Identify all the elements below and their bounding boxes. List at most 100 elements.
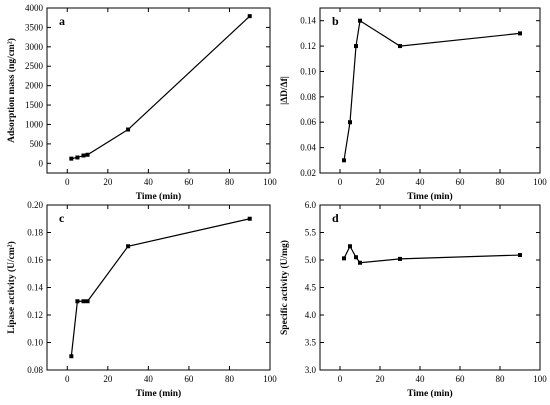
x-tick-label: 60: [184, 177, 194, 187]
y-axis-title: Specific activity (U/mg): [279, 240, 290, 335]
y-tick-label: 0.18: [27, 228, 43, 238]
data-point: [126, 244, 131, 249]
x-tick-label: 100: [263, 374, 277, 384]
x-axis-title: Time (min): [407, 388, 452, 399]
data-point: [518, 31, 522, 36]
data-point: [348, 120, 352, 125]
x-tick-label: 80: [225, 177, 235, 187]
data-point: [358, 18, 362, 23]
y-axis-title: Adsorption mass (ng/cm²): [6, 38, 17, 143]
plot-frame: [46, 204, 271, 371]
data-point: [69, 156, 74, 161]
data-point: [398, 44, 402, 49]
y-tick-label: 0.20: [27, 200, 43, 210]
y-axis-title: |ΔD/Δf|: [280, 76, 290, 105]
y-tick-label: 2000: [25, 81, 44, 91]
data-point: [85, 299, 90, 304]
data-point: [342, 256, 346, 261]
y-tick-label: 3000: [25, 42, 44, 52]
y-tick-label: 3500: [25, 22, 44, 32]
x-tick-label: 20: [376, 177, 386, 187]
y-tick-label: 3.5: [305, 338, 317, 348]
y-tick-label: 4.5: [305, 283, 317, 293]
data-point: [518, 253, 522, 258]
x-tick-label: 100: [263, 177, 277, 187]
chart-panel-b: 0 20 40 60 80 100 0.02 0.04 0.06 0.08 0.10 0.12 0.14…: [280, 7, 547, 202]
panel-letter: a: [59, 14, 65, 28]
y-tick-label: 0.02: [300, 168, 316, 178]
data-point: [81, 153, 86, 158]
y-tick-label: 0.12: [27, 310, 43, 320]
data-point: [354, 44, 358, 49]
data-point: [398, 256, 402, 261]
data-point: [85, 152, 90, 157]
x-tick-label: 100: [533, 177, 547, 187]
chart-panel-c: 0 20 40 60 80 100 0.08 0.10 0.12 0.14 0.16 0.18 0.20…: [6, 200, 277, 399]
data-point: [75, 299, 80, 304]
x-tick-label: 0: [338, 374, 343, 384]
data-point: [348, 244, 352, 249]
chart-panel-d: 0 20 40 60 80 100 3.0 3.5 4.0 4.5 5.0 5.5 6.0 Time (m…: [279, 200, 547, 399]
y-tick-label: 0.10: [300, 66, 316, 76]
x-tick-label: 80: [225, 374, 235, 384]
y-tick-label: 6.0: [305, 200, 317, 210]
x-tick-label: 100: [533, 374, 547, 384]
data-point: [358, 260, 362, 265]
y-tick-label: 0.12: [300, 41, 316, 51]
data-point: [354, 255, 358, 260]
y-tick-label: 1000: [25, 119, 44, 129]
data-point: [247, 14, 252, 19]
x-tick-label: 40: [144, 177, 154, 187]
y-tick-label: 500: [30, 139, 44, 149]
x-tick-label: 0: [338, 177, 343, 187]
x-tick-label: 20: [376, 374, 386, 384]
y-tick-label: 5.5: [305, 228, 317, 238]
plot-frame: [46, 7, 271, 174]
series-line: [71, 15, 251, 160]
panel-letter: d: [332, 211, 339, 225]
panel-letter: c: [59, 211, 65, 225]
x-axis-title: Time (min): [136, 388, 181, 399]
x-tick-label: 40: [144, 374, 154, 384]
x-tick-label: 0: [65, 177, 70, 187]
series-line: [343, 244, 521, 264]
x-tick-label: 20: [103, 374, 113, 384]
x-axis-title: Time (min): [136, 191, 181, 202]
data-point: [75, 155, 80, 160]
x-tick-label: 80: [496, 374, 506, 384]
x-tick-label: 40: [416, 374, 426, 384]
panel-letter: b: [332, 14, 339, 28]
y-tick-label: 0.16: [27, 255, 43, 265]
x-tick-label: 20: [103, 177, 113, 187]
data-point: [342, 158, 346, 163]
y-tick-label: 0.14: [27, 283, 43, 293]
y-tick-label: 0.04: [300, 143, 316, 153]
y-tick-label: 0.08: [27, 365, 43, 375]
chart-panel-a: 0 20 40 60 80 1000500100015002000250030003500…: [6, 3, 277, 202]
y-axis-title: Lipase activity (U/cm²): [6, 241, 17, 334]
series-line: [70, 218, 250, 357]
y-tick-label: 1500: [25, 100, 44, 110]
plot-frame: [319, 204, 541, 371]
series-line: [343, 19, 521, 161]
y-tick-label: 3.0: [305, 365, 317, 375]
x-tick-label: 60: [184, 374, 194, 384]
y-tick-label: 5.0: [305, 255, 317, 265]
plot-frame: [319, 7, 541, 174]
y-tick-label: 0.10: [27, 338, 43, 348]
x-tick-label: 60: [456, 177, 466, 187]
y-tick-label: 4.0: [305, 310, 317, 320]
data-point: [81, 299, 86, 304]
y-tick-label: 0.08: [300, 92, 316, 102]
x-tick-label: 0: [65, 374, 70, 384]
y-tick-label: 2500: [25, 61, 44, 71]
x-tick-label: 40: [416, 177, 426, 187]
y-tick-label: 4000: [25, 3, 44, 13]
x-axis-title: Time (min): [407, 191, 452, 202]
data-point: [126, 127, 131, 132]
x-tick-label: 60: [456, 374, 466, 384]
y-tick-label: 0.06: [300, 117, 316, 127]
y-tick-label: 0.14: [300, 16, 316, 26]
y-tick-label: 0: [39, 158, 44, 168]
